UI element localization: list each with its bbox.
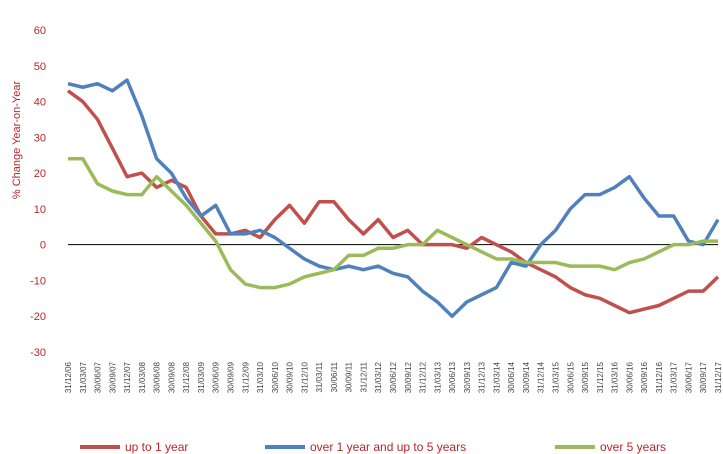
x-tick-label: 31/03/17 — [670, 361, 679, 393]
y-tick-label: -20 — [30, 311, 46, 323]
x-tick-label: 30/06/14 — [507, 361, 516, 393]
y-tick-label: 30 — [34, 132, 46, 144]
x-tick-label: 30/09/17 — [699, 361, 708, 393]
x-tick-label: 31/12/13 — [478, 361, 487, 393]
x-tick-label: 31/12/09 — [241, 361, 250, 393]
x-tick-label: 31/03/10 — [256, 361, 265, 393]
x-tick-label: 31/12/08 — [182, 361, 191, 393]
x-tick-label: 31/12/12 — [419, 361, 428, 393]
x-tick-label: 31/03/15 — [552, 361, 561, 393]
x-tick-label: 31/12/06 — [64, 361, 73, 393]
x-tick-label: 31/03/14 — [492, 361, 501, 393]
x-tick-label: 31/12/11 — [359, 361, 368, 392]
y-tick-label: 40 — [34, 97, 46, 109]
legend-label: up to 1 year — [125, 440, 188, 454]
y-tick-label: 50 — [34, 61, 46, 73]
legend-label: over 1 year and up to 5 years — [310, 440, 466, 454]
x-tick-label: 31/12/17 — [714, 361, 723, 393]
x-tick-label: 31/12/15 — [596, 361, 605, 393]
x-tick-label: 30/06/13 — [448, 361, 457, 393]
x-tick-label: 30/06/10 — [271, 361, 280, 393]
y-tick-label: -30 — [30, 347, 46, 359]
y-tick-label: 20 — [34, 168, 46, 180]
x-tick-label: 31/12/07 — [123, 361, 132, 393]
y-axis-label: % Change Year-on-Year — [11, 81, 23, 200]
x-tick-label: 30/06/16 — [625, 361, 634, 393]
x-tick-label: 30/09/12 — [404, 361, 413, 393]
x-tick-label: 30/09/14 — [522, 361, 531, 393]
x-tick-label: 31/03/12 — [374, 361, 383, 393]
x-tick-label: 30/09/09 — [227, 361, 236, 393]
x-tick-label: 30/09/07 — [108, 361, 117, 393]
x-tick-label: 30/06/11 — [330, 361, 339, 392]
x-tick-label: 30/09/08 — [167, 361, 176, 393]
x-tick-label: 30/06/07 — [94, 361, 103, 393]
x-tick-label: 30/09/15 — [581, 361, 590, 393]
series-line — [66, 89, 720, 315]
x-tick-label: 31/12/16 — [655, 361, 664, 393]
x-tick-label: 30/06/17 — [684, 361, 693, 393]
x-tick-label: 30/06/15 — [566, 361, 575, 393]
y-tick-label: 10 — [34, 204, 46, 216]
x-tick-label: 30/09/11 — [345, 361, 354, 392]
x-tick-label: 30/06/08 — [153, 361, 162, 393]
series-line — [67, 78, 720, 318]
x-tick-label: 31/03/16 — [611, 361, 620, 393]
x-tick-label: 30/09/10 — [286, 361, 295, 393]
series-line — [68, 157, 718, 290]
x-tick-label: 31/12/14 — [537, 361, 546, 393]
x-tick-label: 31/03/08 — [138, 361, 147, 393]
y-tick-label: 60 — [34, 25, 46, 37]
x-tick-label: 30/06/12 — [389, 361, 398, 393]
x-tick-label: 30/09/13 — [463, 361, 472, 393]
y-tick-label: -10 — [30, 275, 46, 287]
x-tick-label: 30/06/09 — [212, 361, 221, 393]
x-tick-label: 31/03/07 — [79, 361, 88, 393]
x-tick-label: 31/03/09 — [197, 361, 206, 393]
legend-label: over 5 years — [600, 440, 666, 454]
x-tick-label: 31/03/11 — [315, 361, 324, 392]
x-tick-label: 31/03/13 — [433, 361, 442, 393]
x-tick-label: 30/09/16 — [640, 361, 649, 393]
y-tick-label: 0 — [40, 240, 46, 252]
x-tick-label: 31/12/10 — [300, 361, 309, 393]
